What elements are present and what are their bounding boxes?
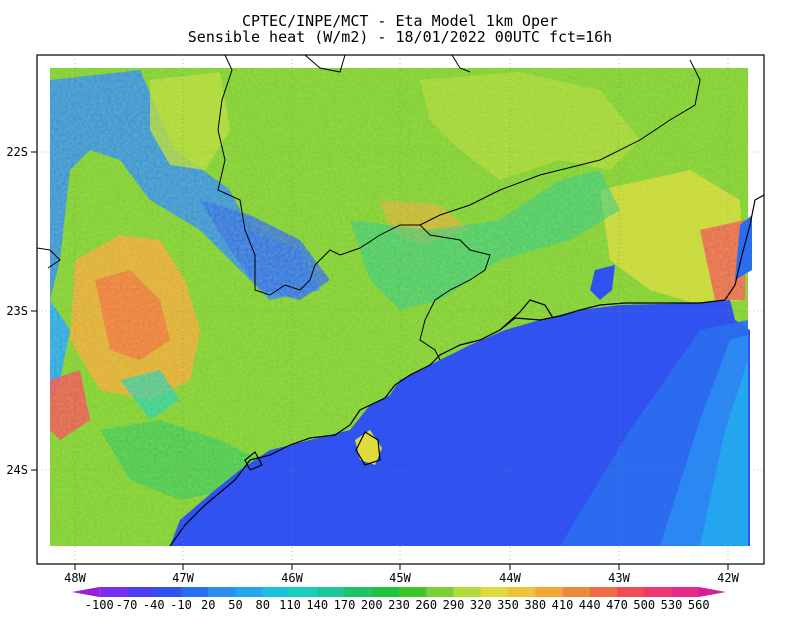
colorbar-swatch — [153, 587, 182, 597]
colorbar-swatch — [72, 587, 100, 597]
colorbar-swatch — [589, 587, 618, 597]
x-tick-label: 46W — [281, 571, 303, 585]
colorbar-label: -100 — [85, 598, 114, 612]
colorbar-swatch — [698, 587, 726, 597]
colorbar-label: -70 — [116, 598, 138, 612]
colorbar-swatch — [99, 587, 127, 597]
colorbar-label: 20 — [201, 598, 215, 612]
coastline — [169, 194, 765, 547]
colorbar-swatch — [426, 587, 454, 597]
tick-marks — [31, 151, 729, 570]
colorbar-swatch — [480, 587, 509, 597]
colorbar-swatch — [262, 587, 291, 597]
colorbar-label: 140 — [306, 598, 328, 612]
colorbar-swatch — [208, 587, 236, 597]
colorbar-label: -40 — [143, 598, 165, 612]
colorbar-swatch — [453, 587, 482, 597]
colorbar-labels: -100 -70 -40 -10 20 50 80 110 140 170 200 230 260 290… — [85, 598, 710, 612]
colorbar-swatch — [399, 587, 427, 597]
colorbar-swatch — [617, 587, 645, 597]
colorbar-label: 440 — [579, 598, 601, 612]
colorbar — [72, 587, 726, 597]
x-tick-label: 48W — [64, 571, 86, 585]
colorbar-label: 50 — [228, 598, 242, 612]
colorbar-label: 110 — [279, 598, 301, 612]
y-tick-label: 24S — [6, 463, 28, 477]
colorbar-label: 80 — [256, 598, 270, 612]
colorbar-swatch — [344, 587, 373, 597]
colorbar-label: 170 — [334, 598, 356, 612]
map-title-line1: CPTEC/INPE/MCT - Eta Model 1km Oper — [241, 12, 559, 30]
colorbar-label: 560 — [688, 598, 710, 612]
data-field — [37, 55, 764, 564]
colorbar-label: 500 — [633, 598, 655, 612]
colorbar-swatch — [317, 587, 345, 597]
colorbar-swatch — [126, 587, 155, 597]
colorbar-label: 350 — [497, 598, 519, 612]
colorbar-swatch — [371, 587, 400, 597]
colorbar-label: 530 — [661, 598, 683, 612]
colorbar-swatch — [235, 587, 264, 597]
map-title-line2: Sensible heat (W/m2) - 18/01/2022 00UTC … — [187, 28, 613, 46]
colorbar-label: 470 — [606, 598, 628, 612]
y-axis-labels: 22S 23S 24S — [6, 145, 28, 477]
colorbar-swatch — [508, 587, 536, 597]
grid-lines — [37, 55, 764, 564]
colorbar-swatch — [290, 587, 318, 597]
x-tick-label: 47W — [172, 571, 194, 585]
colorbar-label: 410 — [552, 598, 574, 612]
colorbar-swatch — [671, 587, 700, 597]
colorbar-label: 290 — [443, 598, 465, 612]
x-tick-label: 45W — [389, 571, 411, 585]
colorbar-label: 200 — [361, 598, 383, 612]
colorbar-swatch — [181, 587, 209, 597]
y-tick-label: 22S — [6, 145, 28, 159]
colorbar-swatch — [562, 587, 591, 597]
colorbar-label: -10 — [170, 598, 192, 612]
colorbar-label: 260 — [415, 598, 437, 612]
colorbar-swatch — [644, 587, 672, 597]
x-tick-label: 44W — [499, 571, 521, 585]
x-tick-label: 42W — [717, 571, 739, 585]
x-tick-label: 43W — [608, 571, 630, 585]
colorbar-label: 380 — [524, 598, 546, 612]
colorbar-swatch — [535, 587, 563, 597]
state-borders — [36, 54, 701, 361]
x-axis-labels: 48W 47W 46W 45W 44W 43W 42W — [64, 571, 739, 585]
colorbar-label: 230 — [388, 598, 410, 612]
colorbar-label: 320 — [470, 598, 492, 612]
y-tick-label: 23S — [6, 304, 28, 318]
